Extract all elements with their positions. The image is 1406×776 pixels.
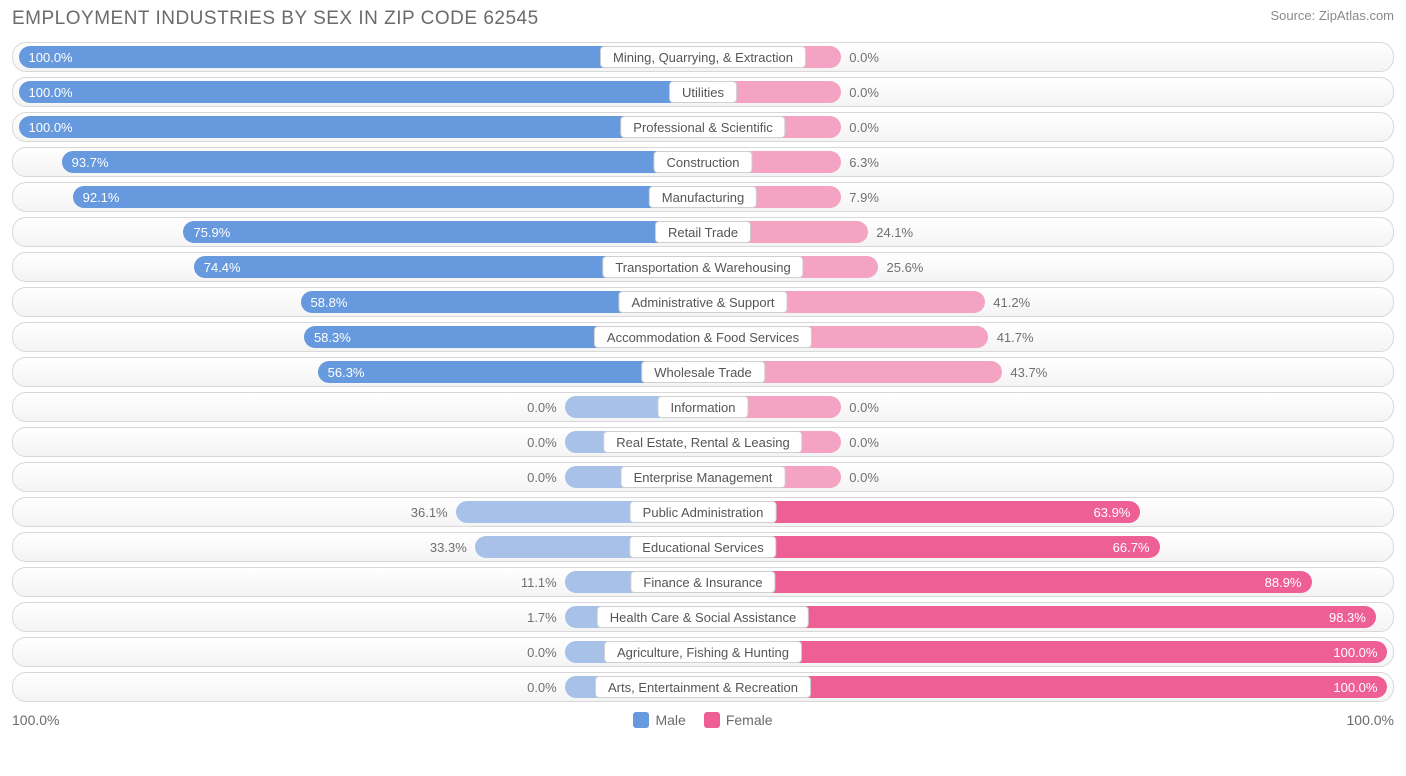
male-value: 1.7% <box>527 603 557 631</box>
male-value: 58.8% <box>311 295 348 310</box>
table-row: 100.0% 0.0% Mining, Quarrying, & Extractio… <box>12 42 1394 72</box>
table-row: 0.0% 0.0% Information <box>12 392 1394 422</box>
category-label: Wholesale Trade <box>641 361 765 383</box>
category-label: Retail Trade <box>655 221 751 243</box>
category-label: Transportation & Warehousing <box>602 256 803 278</box>
female-value: 100.0% <box>1333 645 1377 660</box>
category-label: Real Estate, Rental & Leasing <box>603 431 802 453</box>
category-label: Mining, Quarrying, & Extraction <box>600 46 806 68</box>
table-row: 58.8% 41.2% Administrative & Support <box>12 287 1394 317</box>
male-bar: 92.1% <box>73 186 703 208</box>
axis-left-label: 100.0% <box>12 712 59 728</box>
female-swatch-icon <box>704 712 720 728</box>
category-label: Health Care & Social Assistance <box>597 606 809 628</box>
category-label: Agriculture, Fishing & Hunting <box>604 641 802 663</box>
male-value: 100.0% <box>29 50 73 65</box>
legend-male: Male <box>633 712 685 728</box>
table-row: 100.0% 0.0% Professional & Scientific <box>12 112 1394 142</box>
male-value: 74.4% <box>204 260 241 275</box>
table-row: 33.3% 66.7% Educational Services <box>12 532 1394 562</box>
legend-female-label: Female <box>726 712 773 728</box>
female-value: 0.0% <box>849 43 879 71</box>
female-value: 41.7% <box>997 323 1034 351</box>
female-value: 41.2% <box>993 288 1030 316</box>
female-value: 0.0% <box>849 113 879 141</box>
male-value: 93.7% <box>72 155 109 170</box>
female-value: 0.0% <box>849 393 879 421</box>
male-value: 75.9% <box>193 225 230 240</box>
female-value: 43.7% <box>1010 358 1047 386</box>
category-label: Manufacturing <box>649 186 757 208</box>
male-bar: 100.0% <box>19 81 703 103</box>
female-value: 66.7% <box>1113 540 1150 555</box>
table-row: 75.9% 24.1% Retail Trade <box>12 217 1394 247</box>
chart-header: EMPLOYMENT INDUSTRIES BY SEX IN ZIP CODE… <box>12 8 1394 30</box>
male-value: 92.1% <box>83 190 120 205</box>
table-row: 0.0% 0.0% Enterprise Management <box>12 462 1394 492</box>
male-value: 0.0% <box>527 638 557 666</box>
male-value: 33.3% <box>430 533 467 561</box>
category-label: Enterprise Management <box>621 466 786 488</box>
chart-source: Source: ZipAtlas.com <box>1270 8 1394 23</box>
male-bar: 75.9% <box>183 221 703 243</box>
table-row: 58.3% 41.7% Accommodation & Food Services <box>12 322 1394 352</box>
axis-right-label: 100.0% <box>1347 712 1394 728</box>
female-value: 0.0% <box>849 428 879 456</box>
female-value: 0.0% <box>849 78 879 106</box>
male-value: 100.0% <box>29 120 73 135</box>
male-swatch-icon <box>633 712 649 728</box>
female-bar: 88.9% <box>703 571 1312 593</box>
male-bar: 93.7% <box>62 151 703 173</box>
table-row: 0.0% 100.0% Arts, Entertainment & Recreati… <box>12 672 1394 702</box>
category-label: Educational Services <box>629 536 776 558</box>
male-value: 11.1% <box>521 568 557 596</box>
male-value: 56.3% <box>328 365 365 380</box>
male-value: 0.0% <box>527 428 557 456</box>
category-label: Arts, Entertainment & Recreation <box>595 676 811 698</box>
male-value: 100.0% <box>29 85 73 100</box>
table-row: 1.7% 98.3% Health Care & Social Assistance <box>12 602 1394 632</box>
category-label: Utilities <box>669 81 737 103</box>
male-value: 58.3% <box>314 330 351 345</box>
female-bar: 100.0% <box>703 641 1387 663</box>
chart-rows: 100.0% 0.0% Mining, Quarrying, & Extractio… <box>12 42 1394 702</box>
table-row: 74.4% 25.6% Transportation & Warehousing <box>12 252 1394 282</box>
category-label: Finance & Insurance <box>630 571 775 593</box>
male-value: 36.1% <box>411 498 448 526</box>
chart-title: EMPLOYMENT INDUSTRIES BY SEX IN ZIP CODE… <box>12 8 539 30</box>
table-row: 0.0% 100.0% Agriculture, Fishing & Hunting <box>12 637 1394 667</box>
male-value: 0.0% <box>527 463 557 491</box>
male-value: 0.0% <box>527 393 557 421</box>
table-row: 56.3% 43.7% Wholesale Trade <box>12 357 1394 387</box>
female-value: 0.0% <box>849 463 879 491</box>
table-row: 36.1% 63.9% Public Administration <box>12 497 1394 527</box>
table-row: 93.7% 6.3% Construction <box>12 147 1394 177</box>
category-label: Construction <box>654 151 753 173</box>
category-label: Accommodation & Food Services <box>594 326 812 348</box>
female-value: 100.0% <box>1333 680 1377 695</box>
male-value: 0.0% <box>527 673 557 701</box>
female-value: 63.9% <box>1094 505 1131 520</box>
female-value: 88.9% <box>1265 575 1302 590</box>
chart-footer: 100.0% Male Female 100.0% <box>12 712 1394 728</box>
legend-female: Female <box>704 712 773 728</box>
female-value: 25.6% <box>887 253 924 281</box>
female-value: 24.1% <box>876 218 913 246</box>
legend-male-label: Male <box>655 712 685 728</box>
category-label: Information <box>657 396 748 418</box>
category-label: Public Administration <box>630 501 777 523</box>
category-label: Administrative & Support <box>618 291 787 313</box>
table-row: 92.1% 7.9% Manufacturing <box>12 182 1394 212</box>
female-value: 98.3% <box>1329 610 1366 625</box>
category-label: Professional & Scientific <box>620 116 785 138</box>
table-row: 11.1% 88.9% Finance & Insurance <box>12 567 1394 597</box>
legend: Male Female <box>633 712 772 728</box>
female-value: 7.9% <box>849 183 879 211</box>
table-row: 100.0% 0.0% Utilities <box>12 77 1394 107</box>
female-value: 6.3% <box>849 148 879 176</box>
table-row: 0.0% 0.0% Real Estate, Rental & Leasing <box>12 427 1394 457</box>
male-bar: 100.0% <box>19 116 703 138</box>
